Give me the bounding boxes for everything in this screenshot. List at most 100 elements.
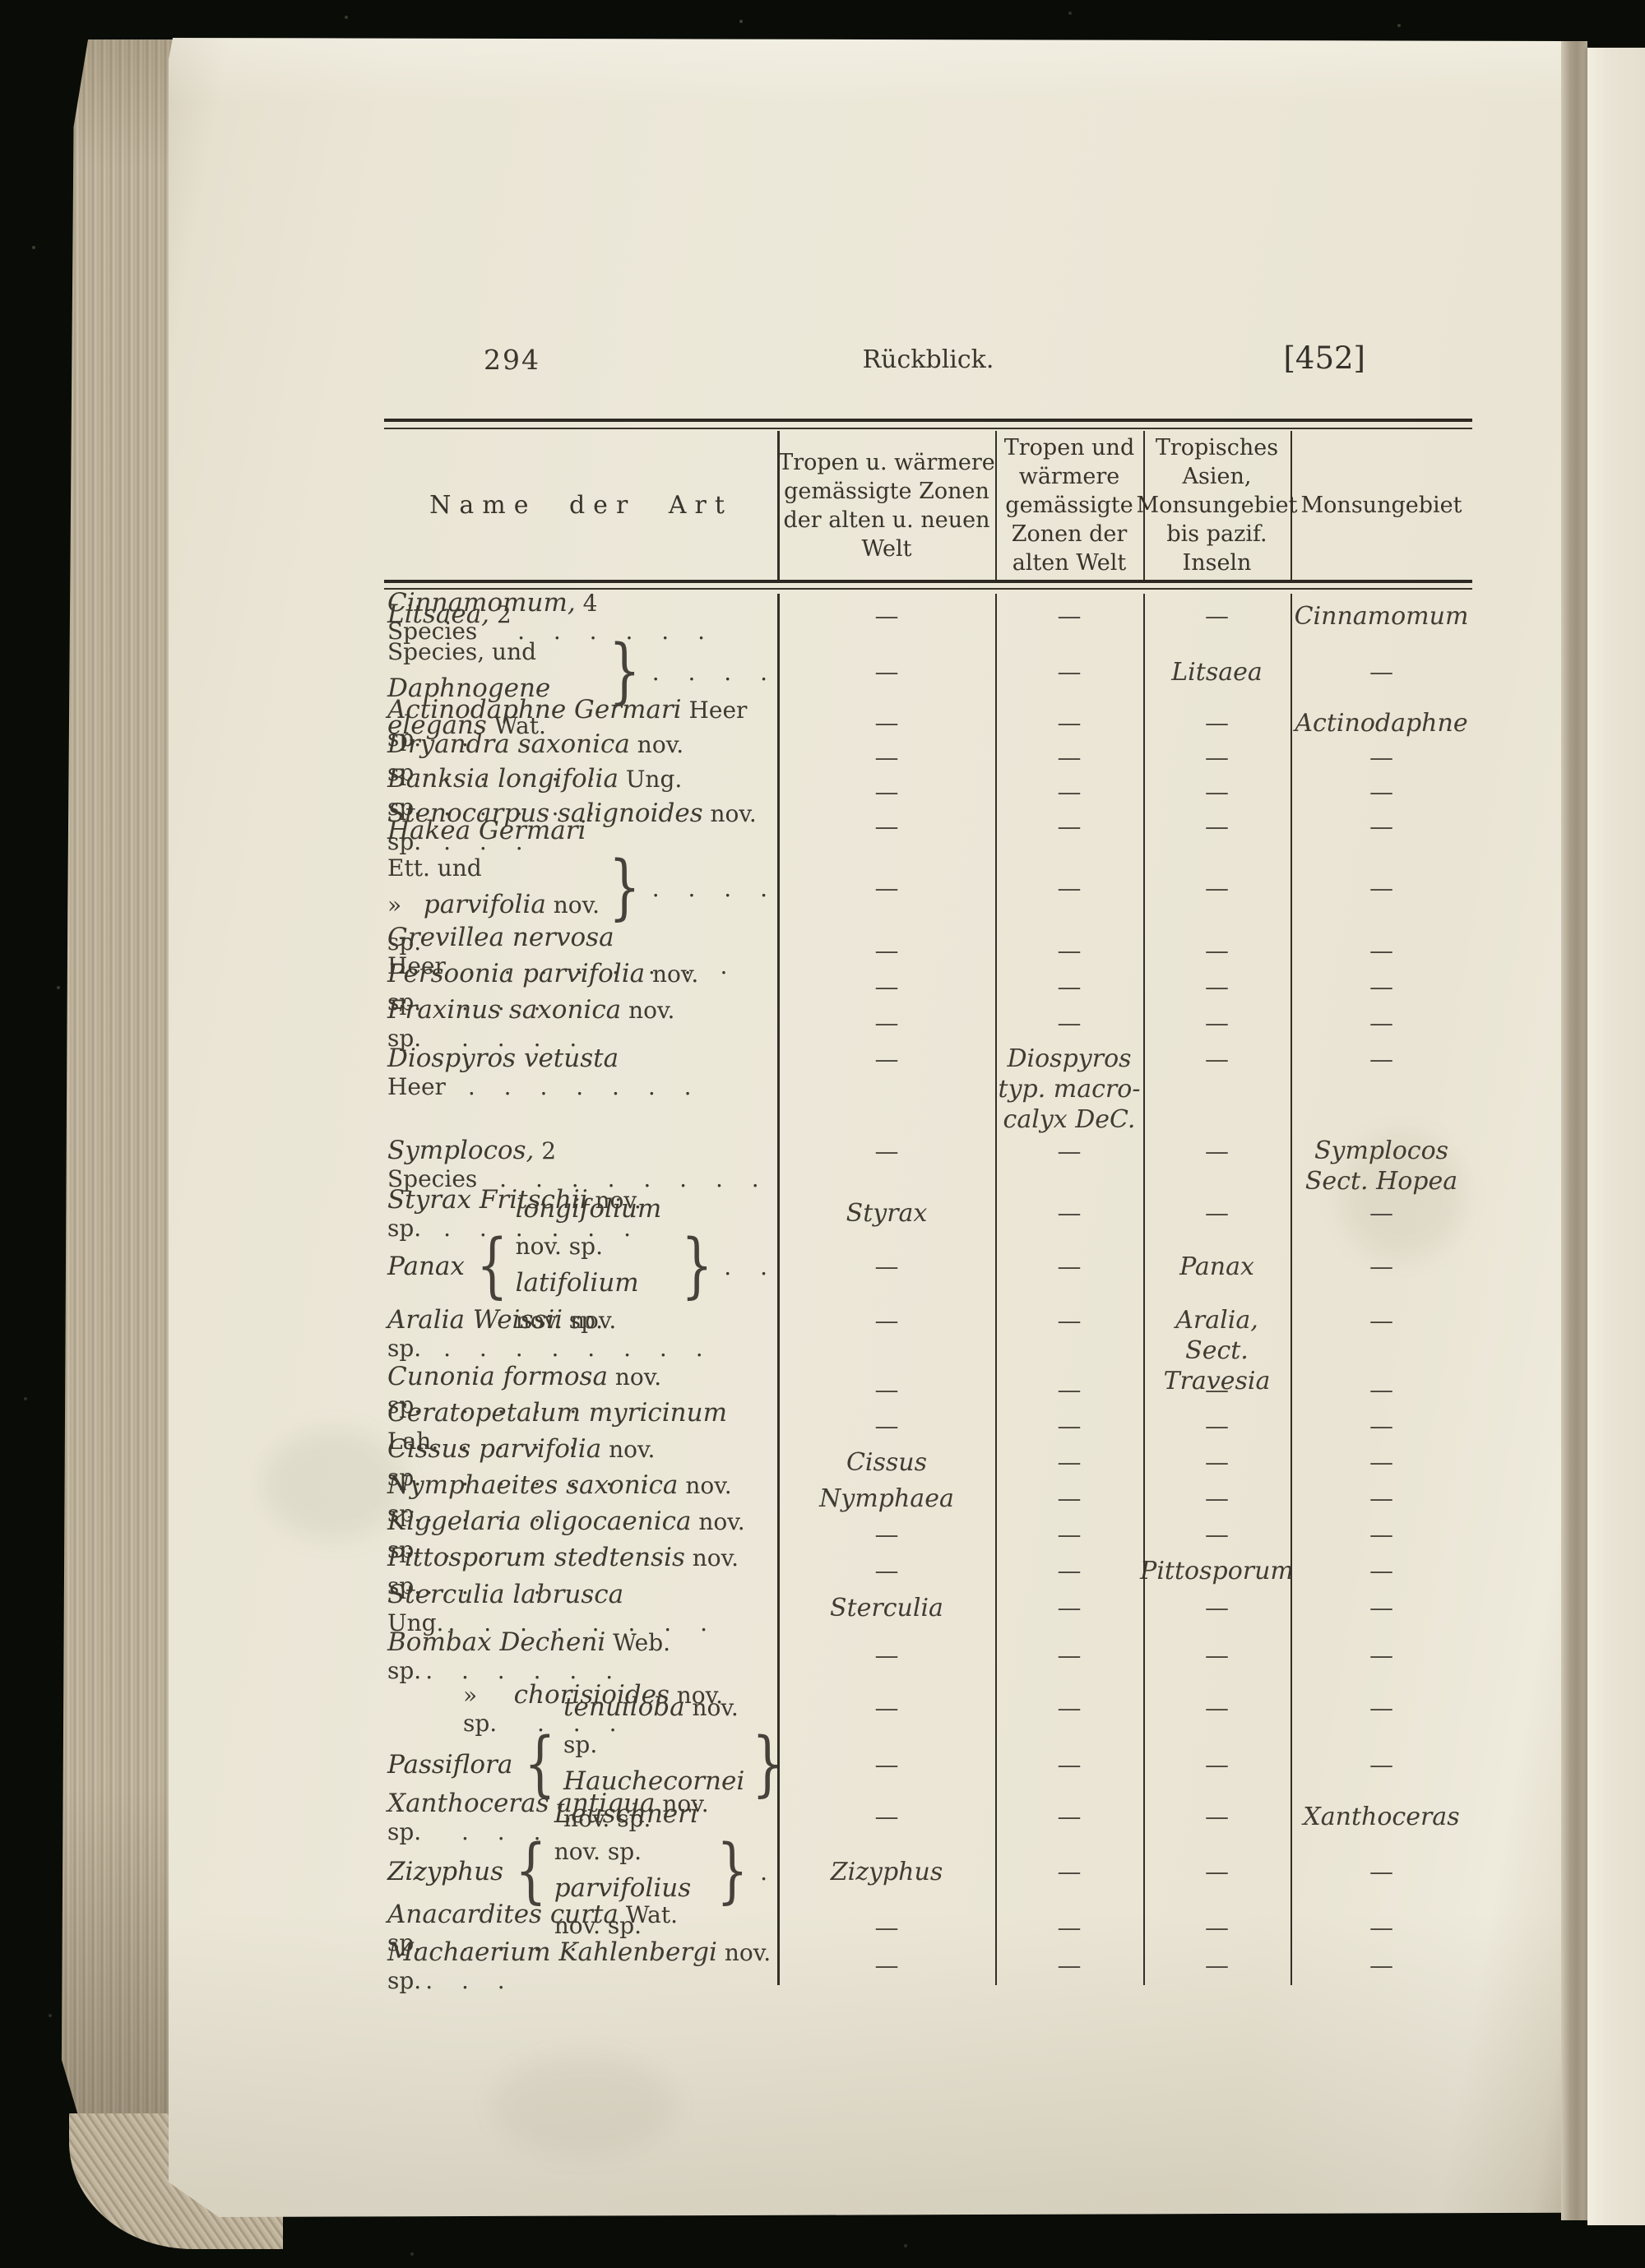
name-segment: Hauchecornei [563, 1766, 745, 1796]
species-name: Leuschneri nov. sp. [554, 1798, 710, 1872]
table-row: Aralia Weissii nov. sp. . . . . . . . . —… [384, 1303, 1472, 1396]
distribution-cell: Aralia, Sect. Travesia [1143, 1303, 1291, 1396]
dash-cell: — [1291, 1947, 1472, 1983]
dash-cell: — [1143, 1627, 1291, 1684]
species-name: Cinnamomum, 4 Species . . . . . . [387, 588, 778, 645]
table-row: Symplocos, 2 Species . . . . . . . . — — — S… [384, 1133, 1472, 1196]
dot-leader: . . . . [425, 1928, 588, 1956]
name-segment: nov. sp. [387, 1789, 716, 1845]
species-name-cell: Pittosporum stedtensis nov. sp.. . . . [384, 1543, 778, 1599]
left-brace: { [524, 1723, 556, 1806]
page-edge-stack [61, 39, 179, 2224]
right-brace: } [609, 630, 641, 713]
dash-cell: — [1143, 1516, 1291, 1553]
dash-cell: — [995, 706, 1143, 740]
dash: — [1205, 1009, 1229, 1037]
distribution-cell: Zizyphus [778, 1835, 995, 1908]
dash-cell: — [995, 1133, 1143, 1196]
dot-leader: . . [724, 1252, 778, 1280]
name-segment: Fraxinus saxonica [387, 994, 622, 1025]
table-row: Banksia longifolia Ung. sp. . . . . . — — —… [384, 764, 1472, 821]
species-name: Diospyros vetusta Heer . . . . . . . [387, 1044, 778, 1100]
name-segment: Ett. und [387, 817, 594, 882]
species-name: Xanthoceras antiqua nov. sp. . . . [387, 1789, 778, 1845]
adjacent-page-edge [1587, 48, 1645, 2225]
column-divider [777, 431, 780, 580]
dash-cell: — [995, 740, 1143, 775]
table-row: Dryandra saxonica nov. sp. . . . . . — — — — [384, 729, 1472, 786]
dash-cell: — [995, 1908, 1143, 1947]
dash-cell: — [995, 933, 1143, 969]
species-name-cell: Diospyros vetusta Heer . . . . . . . [384, 1041, 778, 1133]
dash: — [874, 1520, 899, 1548]
species-name: Ceratopetalum myricinum Lah. . . . . [387, 1398, 778, 1455]
dot-leader: . . . . [651, 658, 778, 686]
dash-cell: — [778, 1947, 995, 1983]
dot-leader: . . . . . . . . [449, 951, 739, 979]
distribution-cell: Symplocos Sect. Hopea [1291, 1133, 1472, 1196]
name-segment: 2 Species, und [387, 601, 537, 665]
dot-leader: . . . [425, 1966, 516, 1994]
distribution-cell: Cinnamomum [1291, 594, 1472, 638]
dash-cell: — [1291, 1835, 1472, 1908]
distribution-cell: Sterculia [778, 1589, 995, 1627]
name-segment: Stenocarpus salignoides [387, 798, 703, 828]
dash: — [1205, 743, 1229, 771]
dash-cell: — [778, 1303, 995, 1372]
name-segment: Cinnamomum, [387, 587, 576, 618]
species-name: Dryandra saxonica nov. sp. . . . . . [387, 729, 778, 786]
dash: — [1369, 1484, 1393, 1512]
distribution-cell: Diospyros typ. macro- calyx DeC. [995, 1041, 1143, 1134]
species-name-cell: Anacardites curta Wat. sp. . . . . [384, 1900, 778, 1956]
name-segment: nov. sp. [515, 1196, 670, 1260]
dash-cell: — [1291, 1196, 1472, 1230]
dash-cell: — [1291, 638, 1472, 706]
name-segment: Ung. [387, 1581, 632, 1636]
dash: — [1057, 1199, 1082, 1227]
name-segment: Machaerium Kahlenbergi [387, 1937, 717, 1967]
dash: — [1057, 1009, 1082, 1037]
dash: — [1057, 1641, 1082, 1669]
dash: — [1369, 778, 1393, 806]
dash: — [1205, 1484, 1229, 1512]
dash: — [874, 973, 899, 1001]
dash: — [1205, 1376, 1229, 1404]
right-brace: } [716, 1830, 748, 1913]
dash-cell: — [1143, 1444, 1291, 1480]
name-segment: nov. sp. [554, 1801, 706, 1865]
dash-cell: — [1291, 969, 1472, 1005]
dash-cell: — [995, 1947, 1143, 1983]
dot-leader: . . . . . . [425, 1656, 624, 1684]
name-segment: Lah. [387, 1399, 734, 1455]
dash: — [1369, 1594, 1393, 1622]
dash: — [1057, 743, 1082, 771]
distribution-cell: Pittosporum [1140, 1553, 1294, 1589]
dash-cell: — [1143, 809, 1291, 844]
table-row: Hakea Germari Ett. und » parvifolia nov. … [384, 816, 1472, 956]
dash-cell: — [778, 1005, 995, 1041]
dash: — [874, 812, 899, 840]
dot-leader: . . . . . [425, 793, 606, 821]
header-bottom-rule-thick [384, 580, 1472, 583]
dot-leader: . . . . . . [481, 617, 716, 645]
dash-cell: — [1143, 1133, 1291, 1196]
genus-distribution: Cinnamomum [1294, 601, 1469, 631]
dash-cell: — [1291, 809, 1472, 844]
species-name: Sterculia labrusca Ung.. . . . . . . . [387, 1580, 778, 1636]
name-segment: Grevillea nervosa [387, 922, 614, 952]
dash-cell: — [1143, 933, 1291, 969]
distribution-cell: Litsaea [1143, 638, 1291, 706]
header-bottom-rule-thin [384, 588, 1472, 590]
table-body: Cinnamomum, 4 Species . . . . . . — — — Cinn… [384, 588, 1472, 1994]
species-name: Fraxinus saxonica nov. sp. . . . . [387, 995, 778, 1052]
dash-cell: — [995, 1408, 1143, 1444]
name-segment: Cissus parvifolia [387, 1433, 602, 1464]
right-brace: } [680, 1224, 713, 1308]
name-segment: nov. sp. [387, 730, 691, 786]
dash-cell: — [1291, 1516, 1472, 1553]
species-name: Daphnogene elegans Wat. [387, 672, 601, 746]
dash-cell: — [778, 933, 995, 969]
show-through-stain [494, 2056, 674, 2155]
name-segment: » [387, 891, 424, 919]
dash: — [1057, 1484, 1082, 1512]
